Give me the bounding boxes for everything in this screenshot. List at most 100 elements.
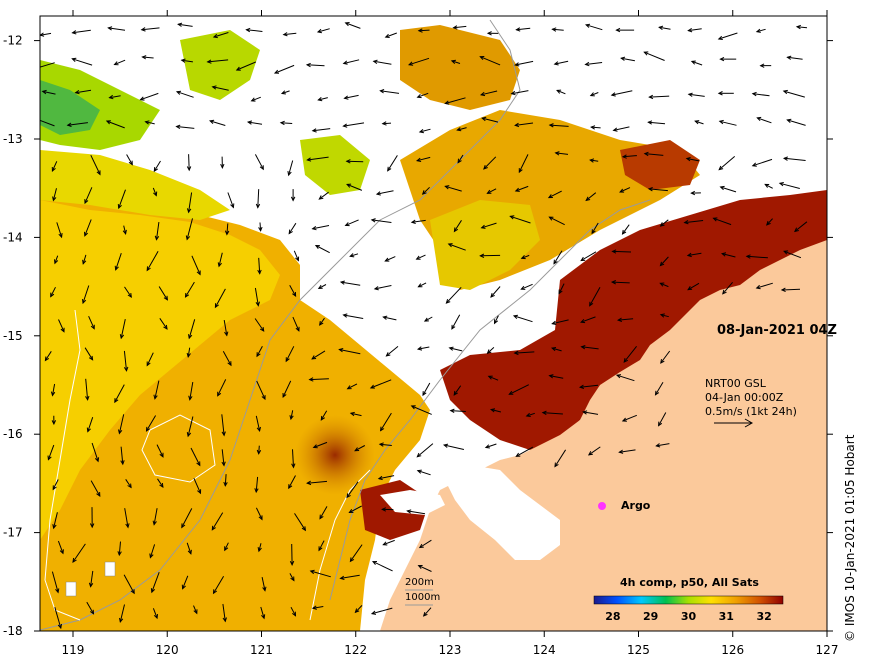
current-arrow [82,285,90,304]
current-arrow [346,481,359,498]
current-arrow-head [181,584,186,590]
current-arrow-head [52,196,57,202]
current-arrow [556,89,566,95]
current-arrow-head [50,391,56,397]
current-arrow-head [615,374,622,379]
current-arrow-head [794,227,799,233]
current-arrow-head [444,100,450,105]
current-arrow [75,89,92,94]
current-arrow-head [518,168,523,174]
current-arrow [350,253,359,257]
current-arrow-head [221,431,226,437]
current-arrow [288,475,296,489]
current-arrow [660,219,669,227]
current-arrow-head [384,257,390,262]
current-arrow-head [246,120,253,125]
current-arrow [255,507,263,520]
current-arrow [513,315,533,323]
current-arrow-head [370,610,377,615]
current-arrow-head [658,421,663,427]
current-arrow [487,188,497,194]
current-arrow-head [481,116,487,122]
current-arrow-head [587,451,593,456]
current-arrow [190,447,201,466]
current-arrow-head [541,410,547,416]
current-arrow-head [82,259,87,265]
current-info-line3: 0.5m/s (1kt 24h) [705,405,797,418]
lat-tick-label: -14 [3,230,23,244]
lon-tick-label: 127 [816,643,839,657]
current-arrow-head [514,187,520,192]
current-arrow [787,56,803,60]
current-arrow [120,318,126,339]
current-arrow [585,24,603,31]
current-arrow [227,192,234,208]
current-arrow-head [554,151,560,156]
current-arrow-head [384,33,390,38]
current-arrow [191,255,201,275]
current-arrow [52,479,59,490]
current-arrow-head [548,123,554,128]
current-arrow-head [548,374,554,379]
current-arrow [346,183,363,191]
current-arrow-head [105,120,111,125]
current-arrow [379,443,392,446]
current-arrow [222,351,232,366]
current-arrow-head [648,94,654,100]
lat-tick-label: -12 [3,34,23,48]
current-arrow-head [301,526,307,532]
current-arrow [280,122,293,124]
current-arrow [224,542,229,551]
current-arrow [449,347,463,352]
current-arrow-head [211,525,216,531]
current-arrow-head [141,55,147,60]
current-arrow-head [369,384,375,389]
current-arrow-head [659,313,665,318]
contour-label-1000m: 1000m [405,592,440,603]
current-arrow-head [712,217,718,222]
colorbar [593,595,784,605]
current-arrow [51,571,59,593]
current-arrow [52,188,57,201]
current-arrow [408,57,430,66]
current-arrow-head [453,390,458,396]
current-arrow [255,415,261,432]
current-arrow-head [610,280,616,285]
current-arrow-head [722,289,727,295]
current-arrow [451,314,461,330]
current-arrow-head [755,28,761,33]
current-arrow-head [130,589,135,595]
current-arrow-head [222,617,227,623]
current-arrow [118,189,126,209]
current-arrow-head [382,315,388,320]
current-arrow-head [345,159,351,164]
current-arrow [549,375,564,379]
current-arrow [44,351,52,361]
current-arrow [583,411,599,415]
current-arrow-head [610,92,616,97]
current-arrow [591,126,601,129]
current-arrow-head [257,269,262,275]
current-arrow-head [379,89,385,94]
current-arrow-head [417,565,423,570]
current-arrow [54,255,59,264]
current-arrow-head [60,327,65,333]
current-arrow [283,32,297,36]
current-arrow [153,160,161,172]
current-arrow-head [227,361,232,367]
current-arrow [611,90,633,96]
current-arrow [548,190,562,199]
current-arrow [386,346,399,357]
current-arrow-head [262,586,267,592]
current-arrow-head [683,219,689,225]
argo-label: Argo [621,499,651,512]
current-arrow [254,154,264,170]
current-arrow-head [643,151,649,157]
current-arrow [187,416,194,437]
current-arrow-head [285,357,290,363]
current-arrow [655,381,664,396]
current-arrow-head [72,557,77,563]
current-arrow [109,95,121,99]
current-arrow [120,446,124,465]
